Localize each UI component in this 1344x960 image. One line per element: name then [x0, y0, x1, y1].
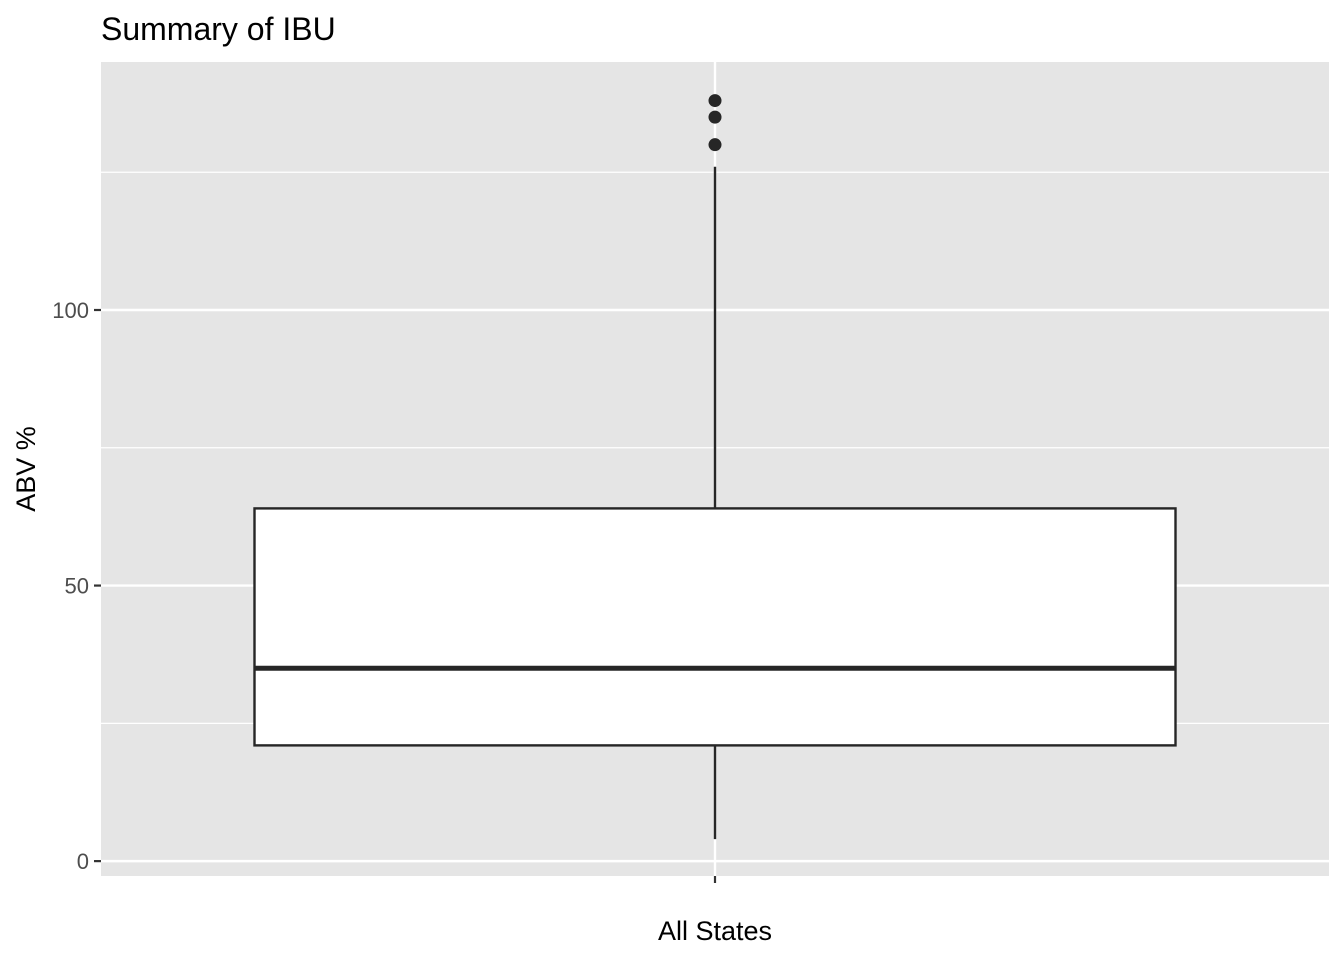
- x-axis: All States: [658, 876, 772, 946]
- outlier-point: [708, 94, 722, 108]
- y-tick-label: 50: [65, 574, 89, 599]
- y-axis: 0 50 100: [52, 298, 101, 874]
- outlier-point: [708, 138, 722, 152]
- y-tick-label: 0: [77, 849, 89, 874]
- y-axis-label: ABV %: [11, 426, 41, 512]
- y-tick-label: 100: [52, 298, 89, 323]
- box-layer: [253, 94, 1177, 840]
- chart-title: Summary of IBU: [101, 11, 336, 47]
- outlier-point: [708, 110, 722, 124]
- iqr-box: [253, 507, 1177, 747]
- x-tick-label: All States: [658, 916, 772, 946]
